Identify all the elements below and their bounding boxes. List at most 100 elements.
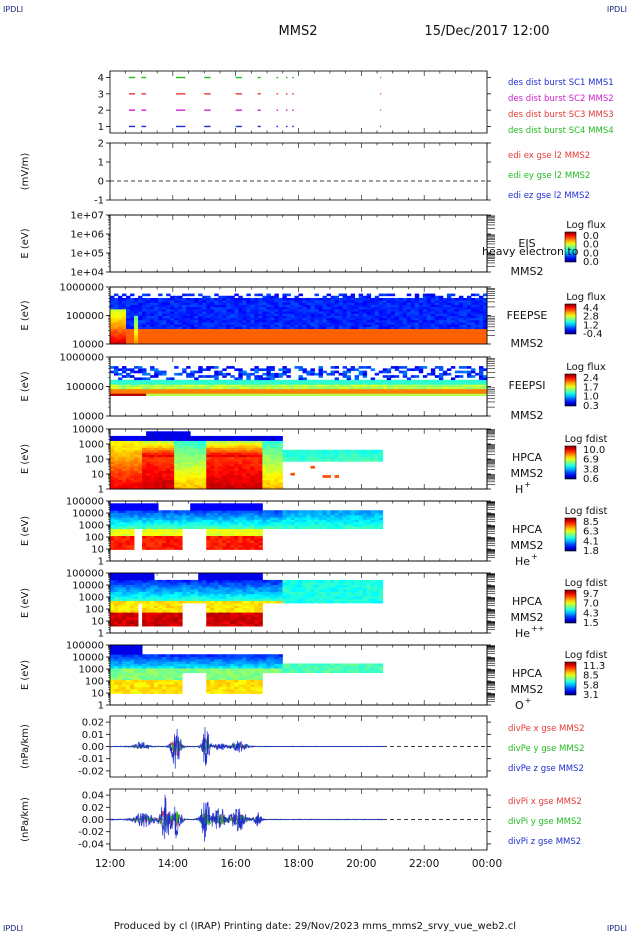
spectrogram-cell <box>346 384 352 387</box>
spectrogram-cell <box>478 375 484 378</box>
spectrogram-cell <box>230 477 235 481</box>
spectrogram-cell <box>482 393 488 396</box>
spectrogram-cell <box>330 333 335 336</box>
spectrogram-cell <box>342 308 348 312</box>
spectrogram-cell <box>390 293 396 297</box>
spectrogram-cell <box>342 388 348 392</box>
spectrogram-cell <box>410 317 416 321</box>
spectrogram-cell <box>230 463 235 467</box>
spectrogram-cell <box>190 297 195 301</box>
spectrogram-cell <box>250 452 255 455</box>
y-tick-label: -1 <box>94 196 104 207</box>
spectrogram-cell <box>198 293 203 297</box>
spectrogram-cell <box>162 475 167 478</box>
spectrogram-cell <box>210 479 215 483</box>
spectrogram-cell <box>130 319 135 323</box>
spectrogram-cell <box>386 341 392 345</box>
spectrogram-cell <box>198 322 203 325</box>
spectrogram-cell <box>426 339 432 343</box>
spectrogram-cell <box>226 317 231 321</box>
spectrogram-cell <box>478 388 484 392</box>
spectrogram-cell <box>434 366 440 369</box>
spectrogram-cell <box>458 333 464 336</box>
spectrogram-cell <box>326 311 331 314</box>
spectrogram-cell <box>334 337 340 341</box>
spectrogram-cell <box>294 388 299 392</box>
spectrogram-cell <box>246 486 251 490</box>
spectrogram-cell <box>274 339 279 343</box>
spectrogram-cell <box>402 388 408 392</box>
spectrogram-cell <box>482 375 488 378</box>
spectrogram-cell <box>118 542 123 546</box>
spectrogram-cell <box>114 319 119 323</box>
y-axis-label: E (eV) <box>20 300 31 330</box>
spectrogram-cell <box>454 297 460 301</box>
spectrogram-cell <box>198 379 203 383</box>
spectrogram-cell <box>446 326 452 330</box>
spectrogram-cell <box>286 459 291 462</box>
spectrogram-cell <box>242 330 247 334</box>
spectrogram-cell <box>278 372 283 376</box>
spectrogram-cell <box>402 326 408 330</box>
spectrogram-cell <box>262 454 267 458</box>
spectrogram-cell <box>166 486 171 490</box>
spectrogram-cell <box>446 300 452 303</box>
spectrogram-cell <box>478 377 484 381</box>
spectrogram-cell <box>142 381 147 385</box>
spectrogram-cell <box>266 484 271 488</box>
spectrogram-cell <box>178 384 183 387</box>
spectrogram-cell <box>406 293 412 297</box>
spectrogram-cell <box>154 313 159 316</box>
spectrogram-cell <box>202 313 207 316</box>
spectrogram-cell <box>390 297 396 301</box>
spectrogram-cell <box>470 370 476 374</box>
spectrogram-cell <box>378 333 384 336</box>
spectrogram-cell <box>394 368 400 372</box>
spectrogram-cell <box>126 459 131 462</box>
spectrogram-cell <box>242 456 247 460</box>
spectrogram-cell <box>394 324 400 327</box>
spectrogram-cell <box>238 377 243 381</box>
spectrogram-cell <box>254 388 259 392</box>
spectrogram-cell <box>374 381 380 385</box>
spectrogram-cell <box>270 484 275 488</box>
spectrogram-cell <box>118 470 123 474</box>
spectrogram-cell <box>254 366 259 369</box>
spectrogram-cell <box>470 311 476 314</box>
spectrogram-cell <box>146 297 151 301</box>
spectrogram-cell <box>482 337 488 341</box>
spectrogram-cell <box>254 386 259 390</box>
spectrogram-cell <box>194 452 199 455</box>
spectrogram-cell <box>150 335 155 338</box>
spectrogram-cell <box>386 384 392 387</box>
spectrogram-cell <box>378 335 384 338</box>
spectrogram-cell <box>142 386 147 390</box>
spectrogram-cell <box>162 391 167 394</box>
spectrogram-cell <box>218 302 223 305</box>
spectrogram-cell <box>222 447 227 451</box>
spectrogram-cell <box>158 440 163 444</box>
spectrogram-cell <box>166 384 171 387</box>
y-tick-label: 100000 <box>66 382 104 393</box>
spectrogram-cell <box>298 330 303 334</box>
spectrogram-cell <box>154 479 159 483</box>
spectrogram-cell <box>454 391 460 394</box>
spectrogram-cell <box>190 324 195 327</box>
spectrogram-cell <box>122 300 127 303</box>
spectrogram-cell <box>222 375 227 378</box>
spectrogram-cell <box>270 468 275 471</box>
spectrogram-cell <box>214 479 219 483</box>
spectrogram-cell <box>194 341 199 345</box>
spectrogram-cell <box>262 482 267 485</box>
spectrogram-cell <box>222 328 227 332</box>
spectrogram-cell <box>234 456 239 460</box>
spectrogram-cell <box>294 315 299 319</box>
spectrogram-cell <box>194 445 199 448</box>
spectrogram-cell <box>338 302 344 305</box>
spectrogram-cell <box>186 472 191 476</box>
spectrogram-cell <box>374 388 380 392</box>
spectrogram-cell <box>438 386 444 390</box>
spectrogram-cell <box>146 472 151 476</box>
spectrogram-cell <box>338 384 344 387</box>
spectrogram-cell <box>166 341 171 345</box>
